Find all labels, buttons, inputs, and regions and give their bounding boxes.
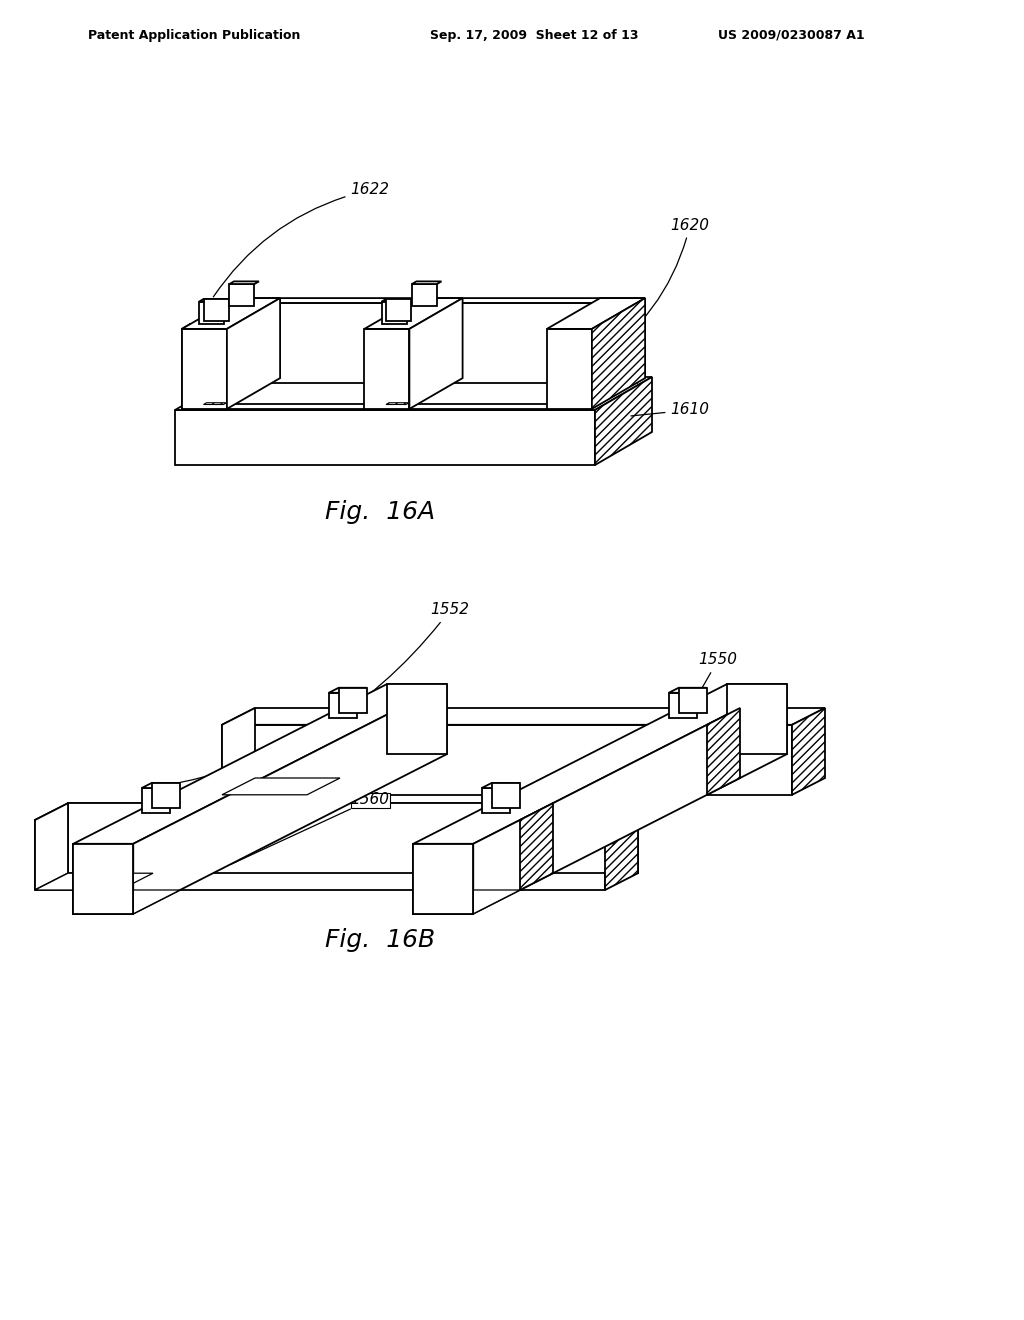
Polygon shape bbox=[365, 298, 463, 329]
Polygon shape bbox=[133, 684, 446, 913]
Polygon shape bbox=[182, 329, 227, 409]
Polygon shape bbox=[481, 783, 519, 788]
Polygon shape bbox=[339, 688, 367, 713]
Text: 1620: 1620 bbox=[596, 218, 710, 360]
Polygon shape bbox=[329, 693, 356, 718]
Polygon shape bbox=[222, 777, 340, 795]
Polygon shape bbox=[520, 803, 553, 890]
Polygon shape bbox=[473, 684, 786, 913]
Polygon shape bbox=[595, 378, 652, 465]
Polygon shape bbox=[74, 890, 180, 913]
Polygon shape bbox=[365, 329, 410, 409]
Polygon shape bbox=[226, 304, 637, 383]
Polygon shape bbox=[382, 302, 407, 323]
Polygon shape bbox=[386, 300, 411, 321]
Polygon shape bbox=[679, 688, 707, 713]
Polygon shape bbox=[227, 298, 281, 409]
Polygon shape bbox=[414, 843, 473, 913]
Text: US 2009/0230087 A1: US 2009/0230087 A1 bbox=[718, 29, 864, 41]
Polygon shape bbox=[492, 783, 519, 808]
Polygon shape bbox=[547, 329, 592, 409]
Polygon shape bbox=[74, 843, 133, 913]
Polygon shape bbox=[74, 843, 133, 913]
Polygon shape bbox=[414, 843, 473, 913]
Polygon shape bbox=[229, 281, 259, 284]
Polygon shape bbox=[707, 708, 740, 795]
Polygon shape bbox=[412, 281, 441, 284]
Polygon shape bbox=[199, 302, 224, 323]
Polygon shape bbox=[382, 300, 411, 302]
Text: 1560: 1560 bbox=[231, 792, 389, 865]
Polygon shape bbox=[35, 874, 153, 890]
Polygon shape bbox=[547, 298, 645, 329]
Text: Fig.  16A: Fig. 16A bbox=[325, 500, 435, 524]
Polygon shape bbox=[35, 803, 68, 890]
Text: 1610: 1610 bbox=[631, 403, 710, 417]
Text: Sep. 17, 2009  Sheet 12 of 13: Sep. 17, 2009 Sheet 12 of 13 bbox=[430, 29, 639, 41]
Polygon shape bbox=[68, 803, 638, 874]
Text: Fig.  16B: Fig. 16B bbox=[325, 928, 435, 952]
Polygon shape bbox=[414, 843, 473, 913]
Text: 1622: 1622 bbox=[213, 182, 389, 297]
Polygon shape bbox=[152, 783, 179, 808]
Polygon shape bbox=[226, 298, 645, 304]
Polygon shape bbox=[204, 300, 228, 321]
Polygon shape bbox=[175, 378, 652, 411]
Polygon shape bbox=[605, 803, 638, 890]
Polygon shape bbox=[222, 708, 255, 795]
Polygon shape bbox=[669, 693, 696, 718]
Polygon shape bbox=[481, 788, 510, 813]
Polygon shape bbox=[792, 708, 825, 795]
Polygon shape bbox=[229, 284, 254, 306]
Polygon shape bbox=[222, 725, 792, 795]
Polygon shape bbox=[412, 284, 437, 306]
Polygon shape bbox=[204, 403, 226, 404]
Polygon shape bbox=[727, 684, 786, 754]
Polygon shape bbox=[414, 684, 786, 843]
Polygon shape bbox=[141, 783, 179, 788]
Polygon shape bbox=[35, 803, 638, 820]
Polygon shape bbox=[141, 788, 170, 813]
Text: 1550: 1550 bbox=[613, 652, 737, 845]
Polygon shape bbox=[387, 684, 446, 754]
Polygon shape bbox=[182, 323, 600, 329]
Polygon shape bbox=[182, 329, 592, 409]
Polygon shape bbox=[410, 298, 463, 409]
Polygon shape bbox=[222, 708, 825, 725]
Polygon shape bbox=[386, 403, 409, 404]
Polygon shape bbox=[175, 411, 595, 465]
Polygon shape bbox=[74, 684, 446, 843]
Polygon shape bbox=[592, 298, 645, 409]
Polygon shape bbox=[414, 890, 520, 913]
Polygon shape bbox=[182, 298, 281, 329]
Polygon shape bbox=[199, 300, 228, 302]
Polygon shape bbox=[190, 323, 600, 404]
Polygon shape bbox=[35, 820, 605, 890]
Text: Patent Application Publication: Patent Application Publication bbox=[88, 29, 300, 41]
Polygon shape bbox=[329, 688, 367, 693]
Polygon shape bbox=[669, 688, 707, 693]
Polygon shape bbox=[74, 843, 133, 913]
Text: 1552: 1552 bbox=[161, 602, 469, 787]
